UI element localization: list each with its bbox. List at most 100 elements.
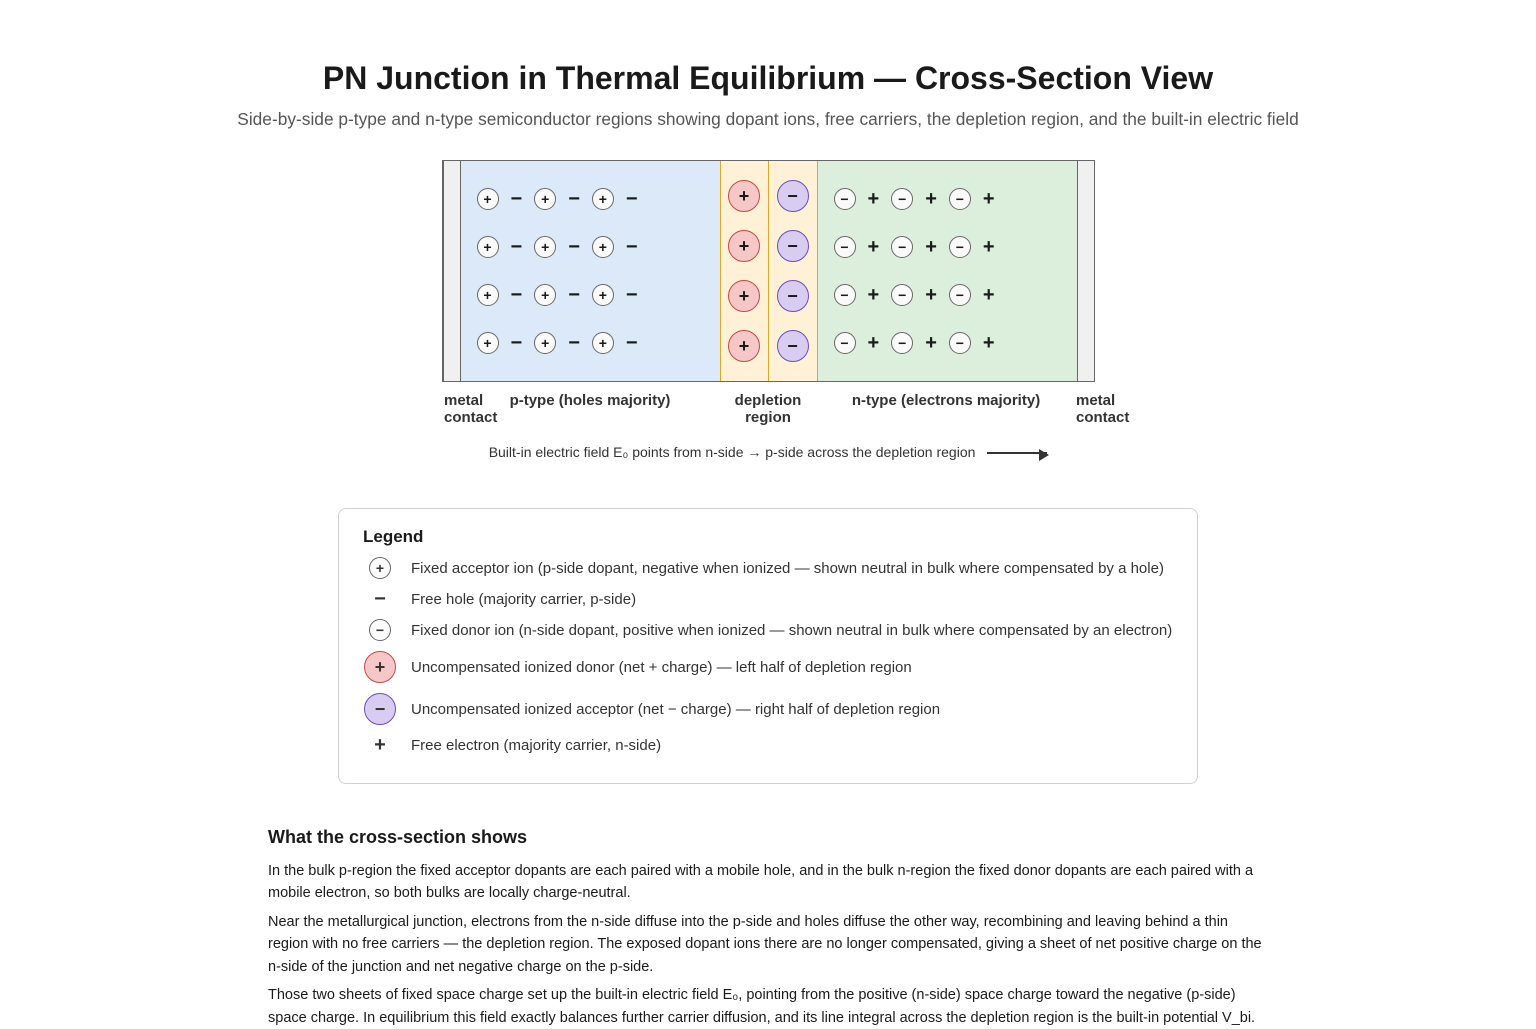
region-labels: metal contact p-type (holes majority)depl… [80, 392, 1456, 426]
legend-icon: + [363, 651, 397, 683]
p-row: +−+−+− [477, 188, 704, 210]
p-region: +−+−+−+−+−+−+−+−+−+−+−+− [461, 161, 721, 381]
ionized_donor-icon: + [364, 651, 396, 683]
acceptor_ion_neutral-icon: + [369, 557, 391, 579]
notes-paragraph: Those two sheets of fixed space charge s… [268, 984, 1268, 1029]
acceptor_ion_neutral-icon: + [534, 236, 556, 258]
free_electron-icon: + [983, 333, 995, 353]
diagram: +−+−+−+−+−+−+−+−+−+−+−+−++++−−−−−+−+−+−+… [80, 160, 1456, 382]
notes-paragraph: Near the metallurgical junction, electro… [268, 911, 1268, 978]
free_electron-icon: + [983, 189, 995, 209]
ionized_donor-icon: + [728, 180, 760, 212]
legend: Legend + Fixed acceptor ion (p-side dopan… [338, 508, 1198, 784]
ionized_donor-icon: + [728, 330, 760, 362]
donor_ion_neutral-icon: − [369, 619, 391, 641]
acceptor_ion_neutral-icon: + [477, 188, 499, 210]
free_electron-icon: + [868, 189, 880, 209]
page-subtitle: Side-by-side p-type and n-type semicondu… [80, 109, 1456, 130]
free_electron-icon: + [925, 189, 937, 209]
ionized_acceptor-icon: − [777, 330, 809, 362]
donor_ion_neutral-icon: − [891, 284, 913, 306]
p-row: +−+−+− [477, 236, 704, 258]
free_hole-icon: − [568, 189, 580, 209]
legend-title: Legend [363, 527, 1173, 547]
n-row: −+−+−+ [834, 236, 1061, 258]
ionized_acceptor-icon: − [777, 180, 809, 212]
depletion-region: ++++−−−− [721, 161, 817, 381]
donor_ion_neutral-icon: − [949, 332, 971, 354]
free_hole-icon: − [626, 333, 638, 353]
donor_ion_neutral-icon: − [891, 188, 913, 210]
free_electron-icon: + [925, 285, 937, 305]
legend-text: Fixed acceptor ion (p-side dopant, negat… [411, 560, 1164, 577]
free_hole-icon: − [511, 285, 523, 305]
donor_ion_neutral-icon: − [834, 332, 856, 354]
free_hole-icon: − [511, 189, 523, 209]
n-row: −+−+−+ [834, 284, 1061, 306]
free_electron-icon: + [983, 237, 995, 257]
legend-text: Fixed donor ion (n-side dopant, positive… [411, 622, 1172, 639]
region-label-depletion: depletion region [720, 392, 816, 426]
free_electron-icon: + [868, 237, 880, 257]
ionized_donor-icon: + [728, 230, 760, 262]
free_hole-icon: − [511, 237, 523, 257]
donor_ion_neutral-icon: − [834, 188, 856, 210]
free_electron-icon: + [983, 285, 995, 305]
acceptor_ion_neutral-icon: + [592, 284, 614, 306]
free_hole-icon: − [626, 189, 638, 209]
donor_ion_neutral-icon: − [834, 236, 856, 258]
ionized_acceptor-icon: − [777, 230, 809, 262]
legend-text: Uncompensated ionized donor (net + charg… [411, 659, 912, 676]
free_hole-icon: − [568, 285, 580, 305]
free_electron-icon: + [374, 735, 386, 755]
ionized_acceptor-icon: − [364, 693, 396, 725]
legend-icon: − [363, 589, 397, 609]
region-label-right_contact: metal contact [1076, 392, 1092, 426]
notes-paragraph: In the bulk p-region the fixed acceptor … [268, 860, 1268, 905]
acceptor_ion_neutral-icon: + [477, 284, 499, 306]
region-label-p: p-type (holes majority) [460, 392, 720, 426]
free_hole-icon: − [511, 333, 523, 353]
page-title: PN Junction in Thermal Equilibrium — Cro… [80, 60, 1456, 97]
free_electron-icon: + [868, 285, 880, 305]
depletion-positive-half: + + + + [721, 161, 769, 381]
legend-item: + Uncompensated ionized donor (net + char… [363, 651, 1173, 683]
legend-icon: + [363, 735, 397, 755]
legend-item: − Fixed donor ion (n-side dopant, positiv… [363, 619, 1173, 641]
free_hole-icon: − [626, 285, 638, 305]
free_hole-icon: − [568, 237, 580, 257]
right-contact [1077, 161, 1094, 381]
acceptor_ion_neutral-icon: + [534, 284, 556, 306]
donor_ion_neutral-icon: − [949, 236, 971, 258]
donor_ion_neutral-icon: − [891, 236, 913, 258]
free_hole-icon: − [374, 589, 386, 609]
efield-text: Built-in electric field E₀ points from n… [489, 444, 976, 460]
acceptor_ion_neutral-icon: + [534, 188, 556, 210]
acceptor_ion_neutral-icon: + [592, 188, 614, 210]
legend-item: + Fixed acceptor ion (p-side dopant, nega… [363, 557, 1173, 579]
free_electron-icon: + [868, 333, 880, 353]
donor_ion_neutral-icon: − [949, 284, 971, 306]
acceptor_ion_neutral-icon: + [477, 332, 499, 354]
acceptor_ion_neutral-icon: + [477, 236, 499, 258]
efield-caption: Built-in electric field E₀ points from n… [80, 444, 1456, 460]
legend-item: +Free electron (majority carrier, n-side… [363, 735, 1173, 755]
n-region: −+−+−+−+−+−+−+−+−+−+−+−+ [817, 161, 1077, 381]
free_hole-icon: − [626, 237, 638, 257]
legend-item: −Uncompensated ionized acceptor (net − c… [363, 693, 1173, 725]
acceptor_ion_neutral-icon: + [592, 332, 614, 354]
pn-device: +−+−+−+−+−+−+−+−+−+−+−+−++++−−−−−+−+−+−+… [442, 160, 1095, 382]
notes: What the cross-section shows In the bulk… [268, 824, 1268, 1029]
legend-icon: − [363, 693, 397, 725]
depletion-negative-half: −−−− [769, 161, 817, 381]
notes-title: What the cross-section shows [268, 824, 1268, 852]
donor_ion_neutral-icon: − [834, 284, 856, 306]
n-row: −+−+−+ [834, 332, 1061, 354]
free_hole-icon: − [568, 333, 580, 353]
ionized_donor-icon: + [728, 280, 760, 312]
n-row: −+−+−+ [834, 188, 1061, 210]
efield-arrow-icon [987, 452, 1047, 454]
legend-icon: + [363, 557, 397, 579]
acceptor_ion_neutral-icon: + [534, 332, 556, 354]
donor_ion_neutral-icon: − [949, 188, 971, 210]
